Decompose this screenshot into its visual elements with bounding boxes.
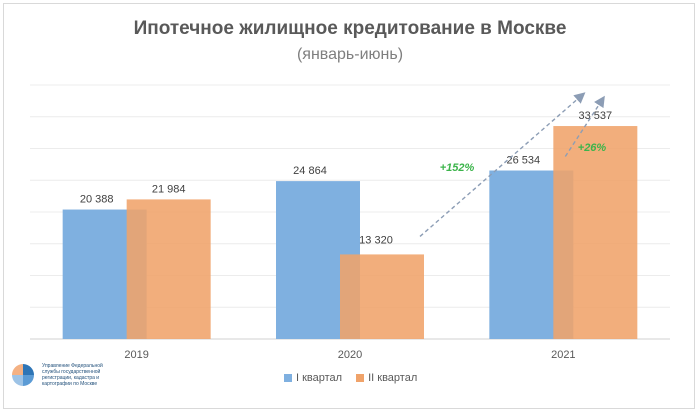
data-label-2021-s2: 33 537: [579, 110, 613, 122]
chart-title: Ипотечное жилищное кредитование в Москве: [133, 18, 567, 39]
legend-swatch-q1: [284, 374, 292, 382]
logo-text: Управление Федеральной службы государств…: [42, 363, 103, 387]
data-label-2021-s1: 26 534: [507, 155, 541, 167]
data-label-2019-s1: 20 388: [80, 194, 114, 206]
legend-item-q2: II квартал: [356, 372, 417, 384]
x-tick-label: 2020: [338, 349, 362, 361]
bar-2021-s2: [553, 126, 638, 340]
bar-2020-s2: [340, 254, 424, 339]
data-label-2020-s2: 13 320: [359, 234, 393, 246]
rosreestr-emblem-icon: [12, 364, 34, 386]
growth-arrow-152: [419, 92, 586, 237]
legend-label-q1: I квартал: [296, 372, 343, 384]
rosreestr-logo: Управление Федеральной службы государств…: [10, 362, 120, 388]
legend-item-q1: I квартал: [284, 372, 342, 384]
x-tick-label: 2019: [124, 349, 148, 361]
data-label-2019-s2: 21 984: [152, 183, 186, 195]
x-tick-label: 2021: [551, 349, 575, 361]
data-label-2020-s1: 24 864: [293, 165, 327, 177]
chart-legend: I квартал II квартал: [284, 372, 417, 384]
growth-arrow-26: [564, 95, 605, 157]
annotation-26: +26%: [578, 142, 607, 154]
bar-2019-s2: [126, 199, 211, 339]
legend-swatch-q2: [356, 374, 365, 382]
chart-subtitle: (январь-июнь): [296, 46, 404, 63]
annotation-152: +152%: [440, 162, 475, 174]
legend-label-q2: II квартал: [368, 372, 418, 384]
